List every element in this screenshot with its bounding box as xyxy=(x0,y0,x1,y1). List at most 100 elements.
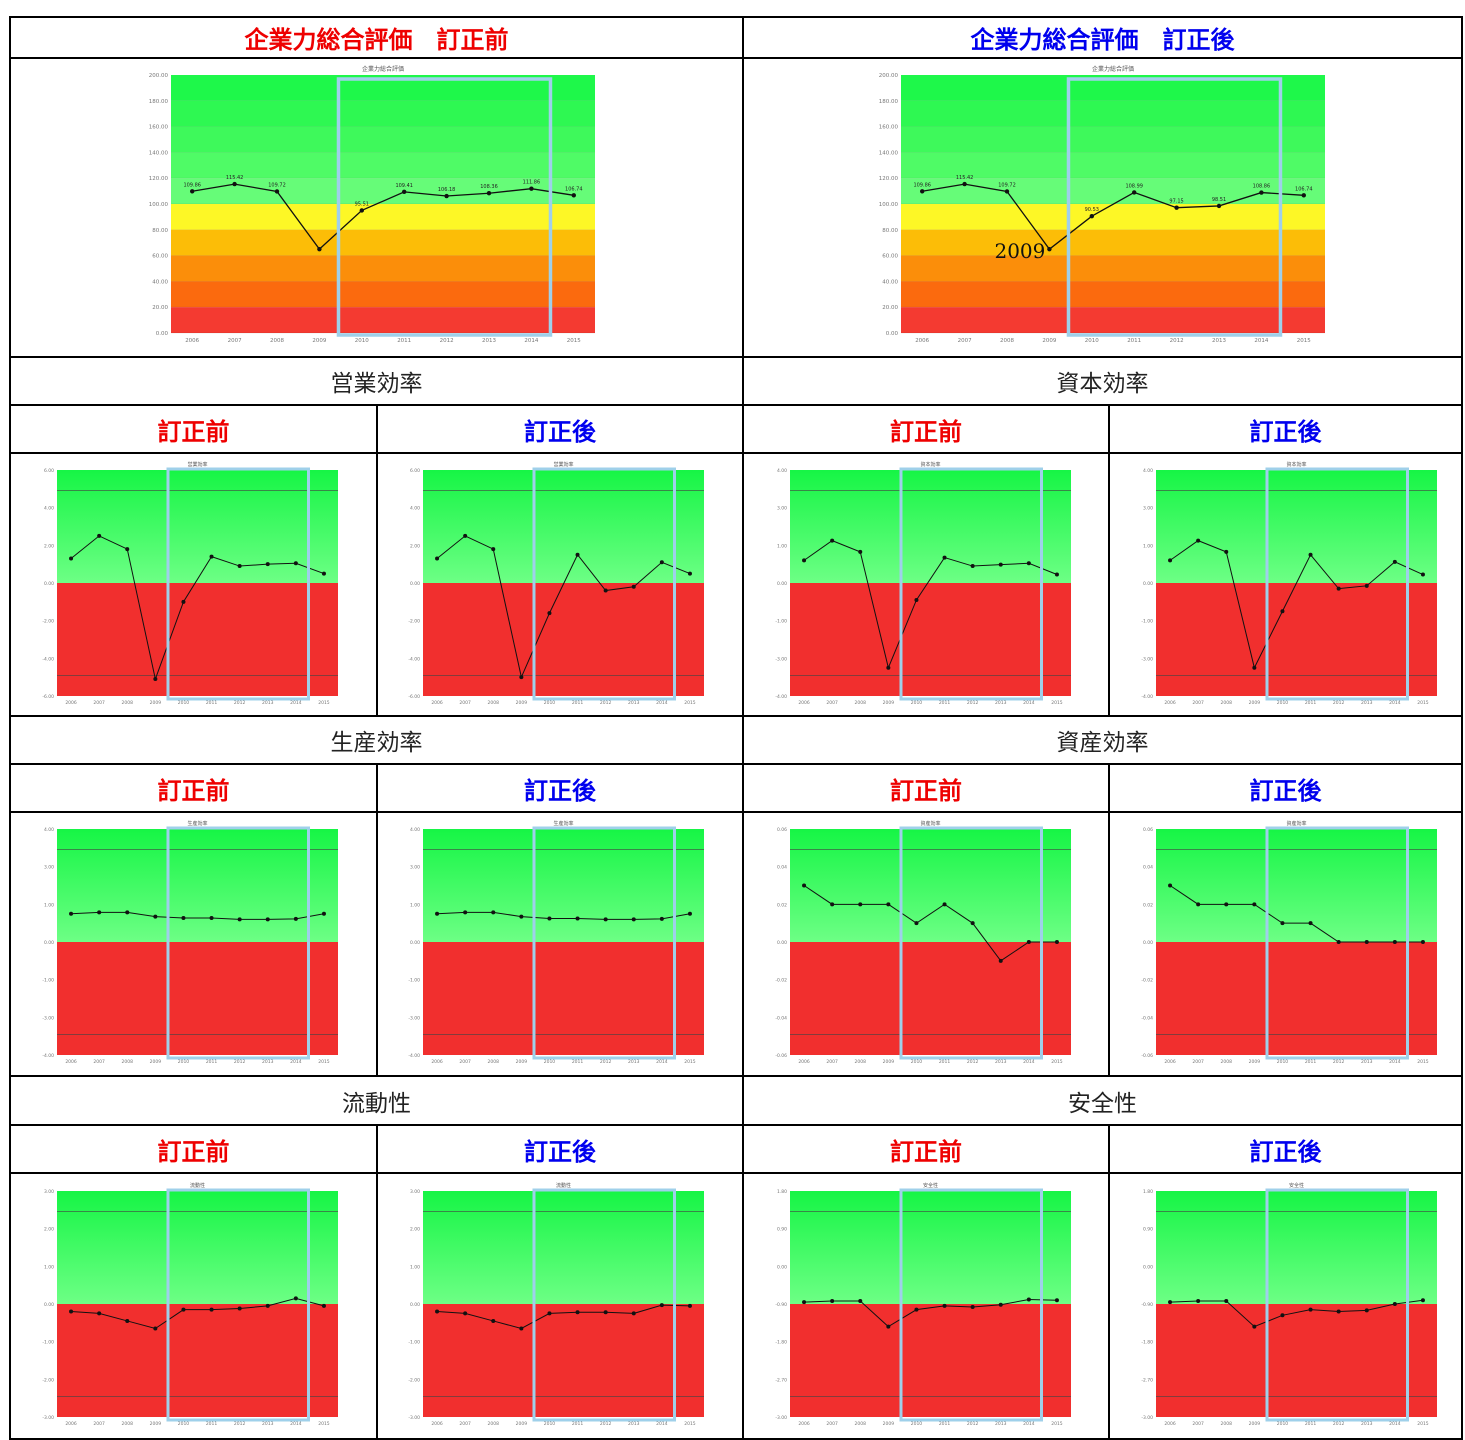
data-point xyxy=(491,910,496,915)
x-tick-label: 2014 xyxy=(1023,1059,1035,1065)
x-tick-label: 2015 xyxy=(567,338,581,344)
x-tick-label: 2008 xyxy=(122,700,134,706)
series-line xyxy=(71,911,325,920)
data-point xyxy=(1280,609,1285,614)
data-point xyxy=(1280,1313,1285,1318)
x-tick-label: 2013 xyxy=(482,338,496,344)
data-point xyxy=(1054,940,1059,944)
x-tick-label: 2013 xyxy=(1361,1421,1373,1427)
chart-band xyxy=(901,229,1325,256)
y-tick-label: -1.80 xyxy=(775,1340,787,1346)
data-point xyxy=(886,1324,891,1329)
chart-positive-area xyxy=(57,829,338,942)
x-tick-label: 2006 xyxy=(798,700,810,706)
data-point xyxy=(265,562,270,567)
x-tick-label: 2008 xyxy=(1221,1059,1233,1065)
chart-positive-area xyxy=(1156,470,1437,583)
chart-positive-area xyxy=(57,1191,338,1304)
data-point xyxy=(1216,203,1222,209)
table-rule xyxy=(1108,1124,1110,1440)
data-point xyxy=(97,533,102,538)
data-point xyxy=(1420,1298,1425,1303)
chart-title: 資本効率 xyxy=(1286,461,1306,468)
data-point xyxy=(463,910,468,915)
data-point xyxy=(603,917,608,922)
chart-positive-area xyxy=(1156,1191,1437,1304)
data-point xyxy=(830,1298,835,1303)
x-tick-label: 2007 xyxy=(93,1059,105,1065)
x-tick-label: 2008 xyxy=(1221,700,1233,706)
label-before: 訂正前 xyxy=(890,417,962,446)
x-tick-label: 2015 xyxy=(1417,1421,1429,1427)
highlight-box xyxy=(1265,826,1409,1060)
data-point xyxy=(519,675,524,680)
data-label: 111.86 xyxy=(523,180,541,186)
x-tick-label: 2006 xyxy=(431,1421,443,1427)
chart-positive-area xyxy=(790,1191,1071,1304)
y-tick-label: 0.90 xyxy=(777,1227,787,1233)
x-tick-label: 2006 xyxy=(798,1421,810,1427)
data-point xyxy=(1364,1308,1369,1313)
table-rule xyxy=(9,715,1463,717)
data-label: 109.41 xyxy=(395,183,413,189)
data-point xyxy=(998,562,1003,567)
x-tick-label: 2012 xyxy=(234,1059,246,1065)
x-tick-label: 2006 xyxy=(798,1059,810,1065)
data-point xyxy=(190,189,195,194)
data-point xyxy=(293,916,298,921)
chart-positive-area xyxy=(1156,829,1437,942)
chart-title: 営業効率 xyxy=(553,461,573,468)
chart-title: 生産効率 xyxy=(187,820,207,827)
data-point xyxy=(265,1303,270,1308)
data-point xyxy=(1224,902,1229,907)
data-point xyxy=(237,564,242,569)
y-tick-label: 40.00 xyxy=(152,279,168,285)
x-tick-label: 2015 xyxy=(684,1421,696,1427)
y-tick-label: 3.00 xyxy=(410,865,420,871)
x-tick-label: 2012 xyxy=(600,1059,612,1065)
x-tick-label: 2006 xyxy=(431,1059,443,1065)
series-line xyxy=(1169,540,1424,670)
x-tick-label: 2009 xyxy=(883,1059,895,1065)
highlight-box xyxy=(899,467,1043,701)
y-tick-label: 180.00 xyxy=(879,99,899,105)
x-tick-label: 2015 xyxy=(1051,1421,1063,1427)
data-point xyxy=(519,914,524,919)
x-tick-label: 2014 xyxy=(656,1421,668,1427)
main-chart-before: 0.00 20.00 40.00 60.00 80.00 100.00 120.00 140.… xyxy=(139,63,599,347)
data-point xyxy=(659,916,664,921)
chart-band xyxy=(901,307,1325,333)
main-chart-after: 0.00 20.00 40.00 60.00 80.00 100.00 120.00 140.… xyxy=(869,63,1329,347)
y-tick-label: 160.00 xyxy=(879,125,899,131)
chart-title: 資産効率 xyxy=(920,820,940,827)
x-tick-label: 2014 xyxy=(1389,1421,1401,1427)
data-label: 95.51 xyxy=(355,201,369,207)
data-point xyxy=(125,547,130,552)
data-label: 106.74 xyxy=(565,186,583,192)
data-point xyxy=(444,193,449,199)
x-tick-label: 2010 xyxy=(1277,1421,1289,1427)
x-tick-label: 2007 xyxy=(228,338,242,344)
y-tick-label: 0.02 xyxy=(777,902,787,908)
data-point xyxy=(962,181,967,187)
y-tick-label: 4.00 xyxy=(1143,468,1153,474)
chart-negative-area xyxy=(423,1304,704,1417)
chart-title: 安全性 xyxy=(923,1182,938,1189)
series-line xyxy=(1169,885,1423,943)
data-point xyxy=(1168,1300,1173,1305)
chart-positive-area xyxy=(790,829,1071,942)
chart-seisan-after: -4.00 -3.00 -1.00 0.00 1.00 3.00 4.00 2006 2007 2… xyxy=(403,815,718,1065)
x-tick-label: 2011 xyxy=(206,1059,218,1065)
data-point xyxy=(293,1296,298,1301)
series-line xyxy=(70,535,325,681)
y-tick-label: -0.02 xyxy=(775,978,787,984)
x-tick-label: 2009 xyxy=(312,338,326,344)
data-point xyxy=(1308,1307,1313,1312)
y-tick-label: 180.00 xyxy=(149,99,169,105)
highlight-box xyxy=(336,77,553,337)
data-point xyxy=(317,246,322,252)
y-tick-label: -0.06 xyxy=(775,1053,787,1059)
data-point xyxy=(1168,883,1173,888)
x-tick-label: 2009 xyxy=(1249,1059,1261,1065)
chart-shihon-before: -4.00 -3.00 -1.00 0.00 1.00 3.00 4.00 2006 2007 2… xyxy=(770,456,1085,706)
